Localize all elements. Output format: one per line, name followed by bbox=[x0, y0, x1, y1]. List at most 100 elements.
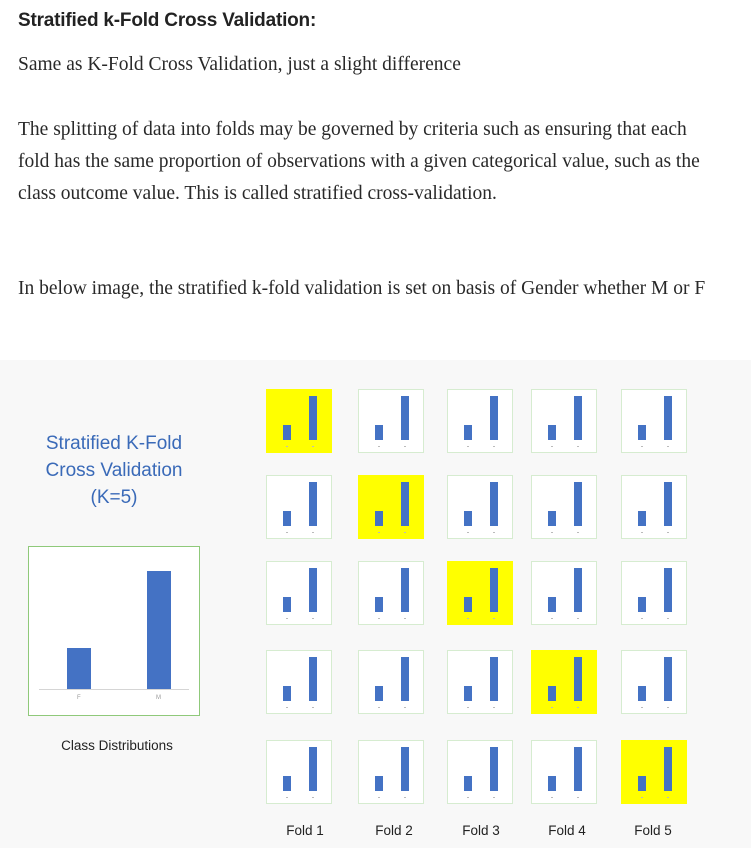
fold-tick bbox=[286, 532, 288, 533]
fold-label-5: Fold 5 bbox=[634, 823, 672, 838]
fold-bar-f bbox=[375, 686, 383, 701]
fold-tick bbox=[667, 446, 669, 447]
fold-bar-f bbox=[283, 425, 291, 440]
fold-bar-m bbox=[574, 482, 582, 526]
fold-bar-f bbox=[548, 776, 556, 791]
fold-tick bbox=[641, 797, 643, 798]
fold-cell-row3-fold3-test bbox=[447, 561, 513, 625]
fold-bar-f bbox=[548, 597, 556, 612]
fold-bar-m bbox=[574, 396, 582, 440]
fold-label-2: Fold 2 bbox=[375, 823, 413, 838]
fold-tick bbox=[312, 797, 314, 798]
fold-bar-f bbox=[638, 597, 646, 612]
fold-bar-m bbox=[401, 657, 409, 701]
fold-bar-m bbox=[309, 747, 317, 791]
fold-tick bbox=[551, 618, 553, 619]
fold-bar-f bbox=[464, 597, 472, 612]
fold-tick bbox=[577, 618, 579, 619]
fold-bar-f bbox=[375, 425, 383, 440]
figure-title-line-3: (K=5) bbox=[90, 487, 138, 508]
fold-bar-m bbox=[664, 482, 672, 526]
fold-bar-m bbox=[490, 396, 498, 440]
fold-bar-m bbox=[574, 568, 582, 612]
fold-tick bbox=[551, 532, 553, 533]
fold-cell-row4-fold1 bbox=[266, 650, 332, 714]
fold-cell-row4-fold4-test bbox=[531, 650, 597, 714]
fold-tick bbox=[467, 618, 469, 619]
fold-cell-row1-fold4 bbox=[531, 389, 597, 453]
fold-bar-m bbox=[309, 568, 317, 612]
fold-cell-row4-fold2 bbox=[358, 650, 424, 714]
fold-tick bbox=[286, 797, 288, 798]
fold-cell-row5-fold5-test bbox=[621, 740, 687, 804]
fold-tick bbox=[493, 618, 495, 619]
paragraph-image-description: In below image, the stratified k-fold va… bbox=[18, 278, 706, 299]
class-bar-m bbox=[147, 571, 171, 689]
class-distributions-caption: Class Distributions bbox=[61, 738, 173, 753]
fold-tick bbox=[312, 707, 314, 708]
fold-cell-row1-fold1-test bbox=[266, 389, 332, 453]
fold-tick bbox=[404, 446, 406, 447]
fold-tick bbox=[404, 618, 406, 619]
fold-tick bbox=[378, 532, 380, 533]
figure-title-line-2: Cross Validation bbox=[45, 460, 183, 481]
fold-bar-f bbox=[548, 425, 556, 440]
fold-cell-row3-fold2 bbox=[358, 561, 424, 625]
fold-tick bbox=[493, 707, 495, 708]
fold-bar-f bbox=[375, 776, 383, 791]
paragraph-explanation: The splitting of data into folds may be … bbox=[18, 119, 700, 204]
fold-bar-f bbox=[638, 776, 646, 791]
fold-cell-row1-fold3 bbox=[447, 389, 513, 453]
fold-tick bbox=[577, 797, 579, 798]
fold-bar-m bbox=[664, 568, 672, 612]
section-heading: Stratified k-Fold Cross Validation: bbox=[18, 10, 317, 31]
paragraph-intro: Same as K-Fold Cross Validation, just a … bbox=[18, 54, 461, 75]
fold-bar-f bbox=[464, 425, 472, 440]
fold-bar-f bbox=[464, 511, 472, 526]
fold-tick bbox=[641, 618, 643, 619]
fold-tick bbox=[577, 707, 579, 708]
class-bar-f bbox=[67, 648, 91, 689]
fold-cell-row3-fold4 bbox=[531, 561, 597, 625]
fold-bar-m bbox=[401, 568, 409, 612]
fold-tick bbox=[641, 532, 643, 533]
figure-title-line-1: Stratified K-Fold bbox=[45, 433, 183, 454]
class-tick-label-m: M bbox=[156, 695, 161, 701]
fold-tick bbox=[286, 446, 288, 447]
fold-label-3: Fold 3 bbox=[462, 823, 500, 838]
fold-tick bbox=[577, 532, 579, 533]
fold-tick bbox=[667, 618, 669, 619]
fold-bar-m bbox=[401, 482, 409, 526]
fold-tick bbox=[312, 618, 314, 619]
class-tick-label-f: F bbox=[77, 695, 81, 701]
fold-tick bbox=[641, 446, 643, 447]
fold-bar-m bbox=[309, 482, 317, 526]
fold-tick bbox=[551, 446, 553, 447]
fold-tick bbox=[312, 532, 314, 533]
fold-bar-f bbox=[548, 511, 556, 526]
fold-bar-m bbox=[490, 747, 498, 791]
fold-tick bbox=[378, 446, 380, 447]
fold-tick bbox=[467, 532, 469, 533]
fold-tick bbox=[467, 797, 469, 798]
fold-tick bbox=[493, 446, 495, 447]
fold-tick bbox=[667, 707, 669, 708]
fold-bar-m bbox=[401, 747, 409, 791]
fold-tick bbox=[467, 446, 469, 447]
fold-tick bbox=[467, 707, 469, 708]
fold-tick bbox=[378, 618, 380, 619]
fold-bar-f bbox=[638, 511, 646, 526]
fold-cell-row1-fold5 bbox=[621, 389, 687, 453]
fold-tick bbox=[551, 707, 553, 708]
fold-cell-row3-fold5 bbox=[621, 561, 687, 625]
fold-tick bbox=[493, 532, 495, 533]
fold-tick bbox=[286, 618, 288, 619]
fold-bar-f bbox=[638, 686, 646, 701]
class-distribution-chart: F M bbox=[28, 546, 200, 716]
fold-cell-row4-fold5 bbox=[621, 650, 687, 714]
fold-tick bbox=[404, 707, 406, 708]
fold-tick bbox=[641, 707, 643, 708]
fold-tick bbox=[404, 532, 406, 533]
fold-bar-m bbox=[574, 747, 582, 791]
fold-cell-row5-fold4 bbox=[531, 740, 597, 804]
